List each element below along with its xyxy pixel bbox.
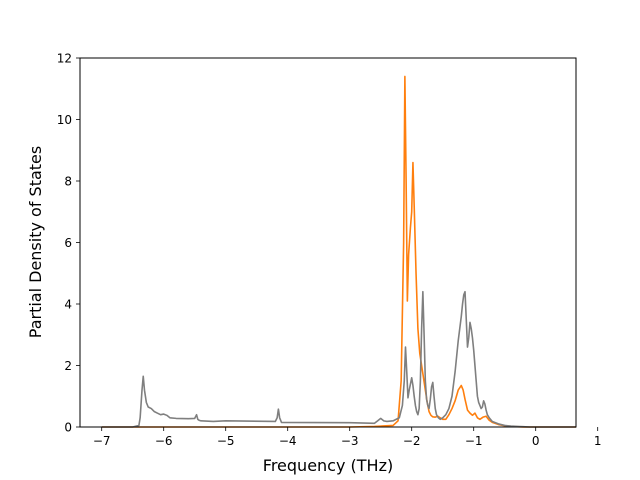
x-tick-label: −5 [217,434,235,448]
x-tick-label: −3 [341,434,359,448]
series-line-2 [101,290,576,428]
y-tick-label: 2 [64,359,72,373]
y-tick-label: 4 [64,298,72,312]
x-tick-label: 0 [532,434,540,448]
y-tick-label: 6 [64,236,72,250]
y-axis-label: Partial Density of States [26,146,45,338]
x-tick-label: −1 [465,434,483,448]
y-axis-ticks: 0 2 4 6 8 10 12 [57,52,80,435]
x-tick-label: −4 [279,434,297,448]
x-axis-label: Frequency (THz) [263,456,393,475]
y-tick-label: 8 [64,175,72,189]
y-tick-label: 10 [57,113,72,127]
x-tick-label: 1 [594,434,602,448]
y-tick-label: 0 [64,421,72,435]
x-axis-ticks: −7 −6 −5 −4 −3 −2 −1 0 1 [93,427,602,448]
plot-frame [79,57,577,428]
series-line-1 [101,75,576,428]
x-tick-label: −2 [403,434,421,448]
x-tick-label: −7 [93,434,111,448]
x-tick-label: −6 [155,434,173,448]
y-tick-label: 12 [57,52,72,66]
series-layer [101,75,576,428]
